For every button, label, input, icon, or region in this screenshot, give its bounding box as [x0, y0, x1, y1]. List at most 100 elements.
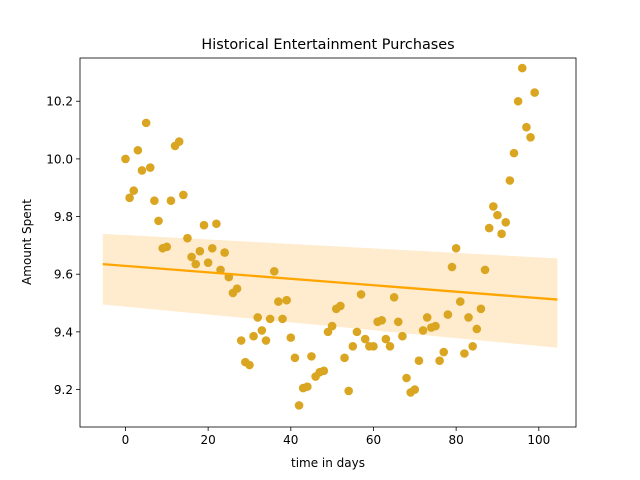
data-point	[290, 353, 300, 363]
data-point	[389, 292, 399, 302]
data-point	[451, 243, 461, 253]
data-point	[460, 349, 469, 358]
data-point	[286, 333, 296, 342]
data-point	[522, 122, 531, 132]
data-point	[307, 352, 316, 361]
data-point	[220, 248, 229, 257]
y-tick-label: 9.6	[54, 268, 73, 282]
data-point	[269, 267, 279, 276]
data-point	[187, 252, 196, 262]
data-point	[381, 334, 391, 344]
data-point	[393, 317, 403, 327]
data-point	[480, 265, 490, 275]
data-point	[282, 295, 291, 305]
data-point	[377, 316, 387, 325]
data-point	[497, 229, 506, 239]
data-point	[125, 193, 134, 203]
data-point	[435, 356, 444, 365]
data-point	[352, 327, 362, 337]
data-point	[476, 304, 486, 314]
regression-line	[102, 262, 558, 301]
data-point	[183, 233, 192, 243]
plot-area	[102, 63, 558, 410]
data-point	[245, 360, 254, 370]
axes-frame	[79, 57, 577, 428]
data-point	[195, 246, 205, 256]
data-point	[327, 321, 337, 331]
data-point	[249, 331, 258, 341]
data-point	[154, 216, 163, 226]
data-point	[369, 341, 378, 351]
y-tick-label: 9.8	[54, 210, 73, 224]
data-point	[348, 341, 358, 351]
data-point	[303, 382, 312, 391]
data-point	[418, 326, 428, 335]
data-point	[212, 219, 221, 229]
data-point	[414, 356, 424, 365]
y-tick-label: 10.2	[46, 95, 73, 109]
data-point	[526, 132, 535, 142]
data-point	[162, 242, 172, 252]
y-tick-label: 9.4	[54, 325, 73, 339]
data-point	[493, 210, 502, 220]
x-tick-label: 40	[283, 433, 298, 447]
data-point	[133, 145, 143, 155]
data-point	[278, 314, 287, 324]
data-point	[356, 290, 366, 299]
data-point	[530, 88, 539, 97]
data-point	[340, 353, 349, 363]
data-point	[385, 341, 395, 351]
data-point	[398, 331, 407, 341]
chart-title: Historical Entertainment Purchases	[201, 37, 454, 53]
data-point	[336, 301, 345, 311]
data-point	[129, 186, 139, 195]
data-point	[236, 336, 246, 345]
x-axis-label: time in days	[291, 456, 365, 470]
data-point	[319, 366, 329, 376]
x-tick-label: 100	[527, 433, 550, 447]
data-point	[501, 218, 511, 227]
data-point	[199, 220, 209, 230]
data-point	[253, 313, 263, 322]
data-point	[257, 326, 267, 335]
x-tick-label: 80	[448, 433, 463, 447]
data-point	[431, 321, 440, 331]
y-tick-label: 10.0	[46, 152, 73, 166]
x-axis-ticks: 0 20 40 60 80 100	[122, 427, 550, 447]
data-point	[484, 223, 494, 233]
data-point	[150, 196, 159, 205]
data-point	[402, 373, 411, 383]
x-tick-label: 60	[366, 433, 381, 447]
data-point	[179, 190, 188, 200]
data-point	[265, 314, 275, 324]
y-tick-label: 9.2	[54, 383, 73, 397]
data-point	[505, 176, 515, 185]
data-point	[489, 202, 498, 211]
data-point	[141, 118, 151, 128]
data-point	[517, 63, 527, 73]
x-tick-label: 0	[122, 433, 130, 447]
data-point	[513, 96, 523, 106]
data-point	[145, 163, 155, 172]
data-point	[203, 258, 213, 267]
data-point	[468, 341, 477, 351]
data-point	[274, 297, 283, 306]
data-point	[174, 137, 184, 146]
data-point	[360, 334, 370, 344]
data-point	[509, 148, 519, 158]
data-point	[422, 313, 432, 322]
confidence-band	[102, 233, 558, 348]
data-point	[344, 386, 353, 396]
x-tick-label: 20	[200, 433, 215, 447]
y-axis-ticks: 9.2 9.4 9.6 9.8 10.0 10.2	[46, 95, 80, 397]
data-point	[455, 297, 465, 306]
data-point	[464, 313, 473, 322]
data-point	[410, 385, 420, 394]
data-point	[472, 324, 482, 334]
y-axis-label: Amount Spent	[20, 199, 34, 285]
data-point	[261, 336, 271, 345]
data-point	[191, 259, 201, 269]
data-point	[166, 196, 176, 205]
data-point	[294, 401, 304, 410]
data-point	[447, 262, 457, 272]
